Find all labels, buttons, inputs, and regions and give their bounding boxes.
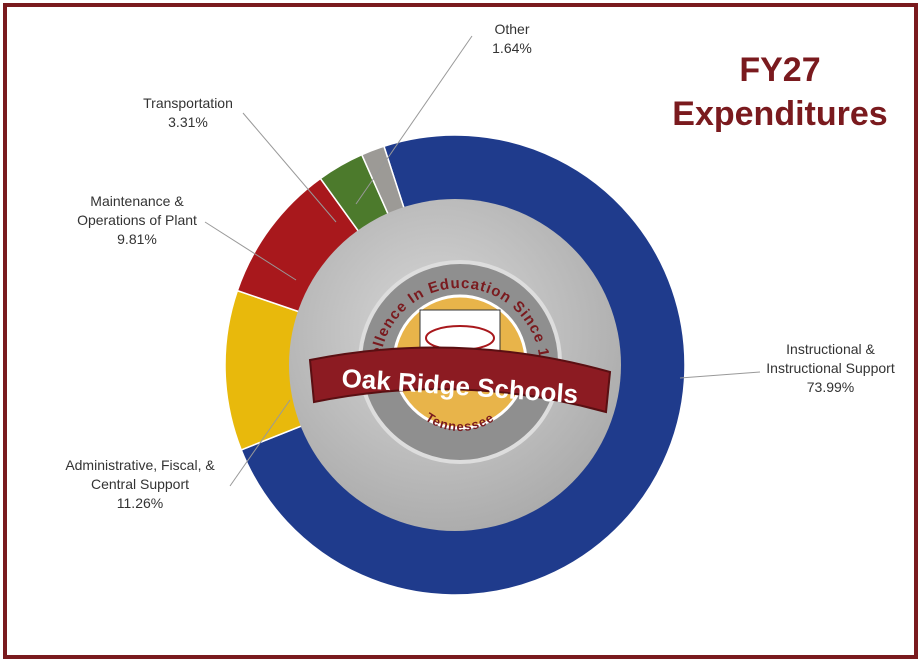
slice-label: Transportation 3.31% — [118, 94, 258, 132]
slice-label: Administrative, Fiscal, & Central Suppor… — [45, 456, 235, 513]
leader-line — [355, 35, 473, 205]
frame — [3, 3, 918, 659]
category-label: Other — [494, 21, 530, 37]
leader-line — [204, 221, 297, 281]
leader-line — [229, 399, 291, 487]
category-label: Maintenance & Operations of Plant — [77, 193, 197, 228]
category-label: Instructional & Instructional Support — [766, 341, 895, 376]
value-label: 11.26% — [116, 495, 164, 511]
category-label: Transportation — [143, 95, 233, 111]
leader-line — [242, 112, 337, 223]
slice-label: Other 1.64% — [462, 20, 562, 58]
logo-banner — [308, 346, 612, 414]
slice-label: Instructional & Instructional Support 73.… — [748, 340, 913, 397]
slice-label: Maintenance & Operations of Plant 9.81% — [62, 192, 212, 249]
value-label: 3.31% — [168, 114, 208, 130]
value-label: 1.64% — [492, 40, 532, 56]
leader-line — [679, 371, 761, 379]
chart-title: FY27 Expenditures — [672, 51, 888, 133]
category-label: Administrative, Fiscal, & Central Suppor… — [65, 457, 215, 492]
value-label: 9.81% — [117, 231, 157, 247]
value-label: 73.99% — [806, 379, 855, 395]
